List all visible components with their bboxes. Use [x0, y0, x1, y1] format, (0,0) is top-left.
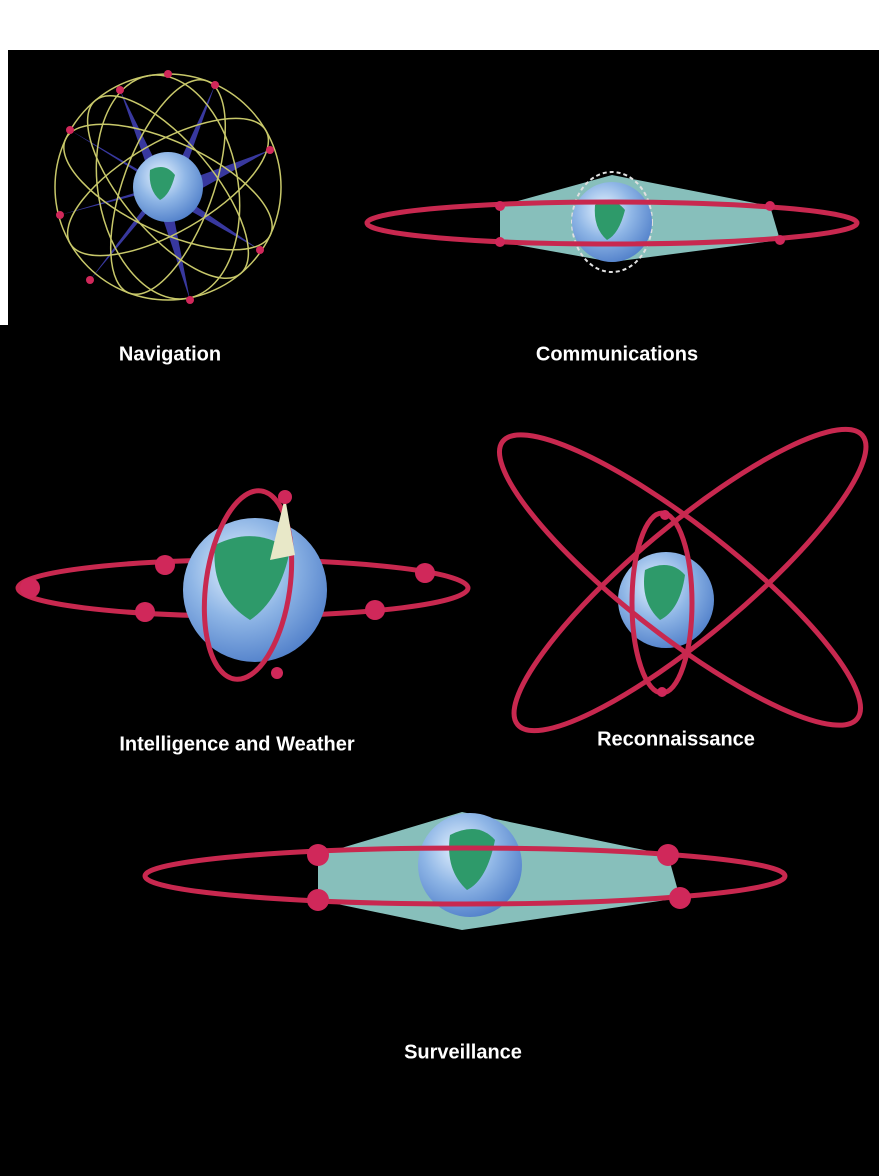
left-margin	[0, 0, 8, 325]
background	[0, 0, 879, 1176]
top-margin	[0, 0, 879, 50]
diagram-page: Navigation Communications Intelligence a…	[0, 0, 879, 1176]
label: Navigation	[119, 343, 221, 365]
label: Reconnaissance	[597, 728, 755, 750]
label: Communications	[536, 343, 698, 365]
label: Intelligence and Weather	[119, 733, 354, 755]
label: Surveillance	[404, 1041, 522, 1063]
